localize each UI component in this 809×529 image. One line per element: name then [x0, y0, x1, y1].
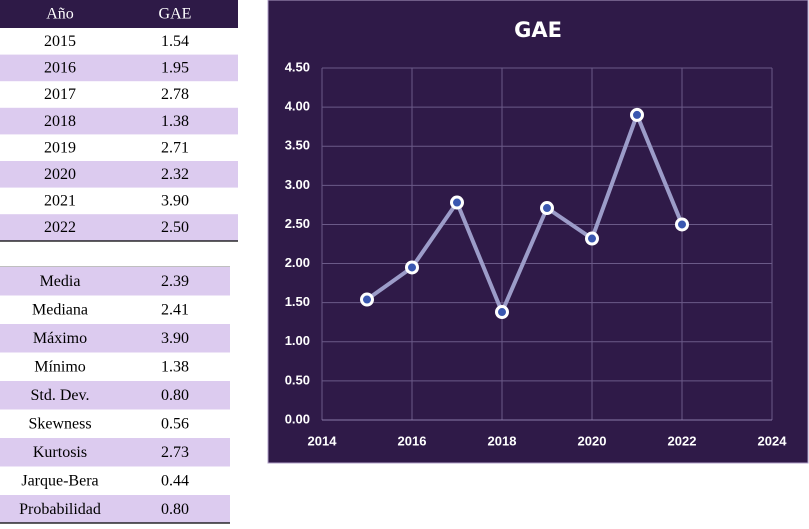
- cell: Mediana: [32, 301, 88, 318]
- point: [585, 231, 599, 246]
- cell: Mínimo: [34, 358, 86, 375]
- cell: Jarque-Bera: [21, 472, 98, 489]
- cell: 1.38: [161, 113, 189, 130]
- row-bg: [0, 267, 230, 296]
- cell: Skewness: [28, 415, 91, 432]
- cell: Kurtosis: [33, 444, 87, 461]
- cell: Máximo: [33, 330, 87, 347]
- cell: 2.71: [161, 139, 189, 156]
- point: [495, 305, 509, 320]
- cell: 2015: [44, 33, 76, 50]
- cell: 0.44: [161, 472, 189, 489]
- y-tick-label: 0.00: [285, 411, 310, 426]
- y-tick-label: 4.50: [285, 59, 310, 74]
- x-tick-label: 2016: [398, 433, 427, 448]
- cell: Std. Dev.: [31, 387, 90, 404]
- series-line: [365, 109, 684, 318]
- x-tick-label: 2022: [668, 433, 697, 448]
- cell: 2019: [44, 139, 76, 156]
- point: [450, 195, 464, 210]
- cell: 2021: [44, 193, 76, 210]
- cell: 2018: [44, 113, 76, 130]
- cell: 1.95: [161, 60, 189, 77]
- y-tick-label: 3.50: [285, 138, 310, 153]
- y-tick-label: 1.50: [285, 294, 310, 309]
- row-bg: [0, 324, 230, 353]
- point: [360, 292, 374, 307]
- cell: 2020: [44, 166, 76, 183]
- point: [405, 260, 419, 275]
- x-tick-label: 2024: [758, 433, 788, 448]
- y-tick-label: 0.50: [285, 372, 310, 387]
- cell: 2.73: [161, 444, 189, 461]
- row-bg: [0, 381, 230, 410]
- cell: Probabilidad: [19, 501, 101, 518]
- cell: 2022: [44, 219, 76, 236]
- cell: 1.38: [161, 358, 189, 375]
- cell: 2.78: [161, 86, 189, 103]
- point: [675, 217, 689, 232]
- cell: 2017: [44, 86, 76, 103]
- chart-title: GAE: [514, 18, 562, 42]
- cell: Media: [40, 273, 81, 290]
- y-tick-label: 1.00: [285, 333, 310, 348]
- y-tick-label: 2.50: [285, 216, 310, 231]
- x-tick-label: 2018: [488, 433, 517, 448]
- row-bg: [0, 438, 230, 467]
- y-tick-label: 3.00: [285, 177, 310, 192]
- cell: 3.90: [161, 330, 189, 347]
- x-tick-label: 2014: [308, 433, 338, 448]
- cell: 2.41: [161, 301, 189, 318]
- cell: 0.80: [161, 501, 189, 518]
- row-bg: [0, 495, 230, 524]
- row-bg: [0, 107, 238, 135]
- header-cell: Año: [46, 6, 74, 23]
- cell: 2.50: [161, 219, 189, 236]
- cell: 1.54: [161, 33, 189, 50]
- table-header: [0, 0, 238, 28]
- cell: 2016: [44, 60, 76, 77]
- y-tick-label: 2.00: [285, 255, 310, 270]
- cell: 0.56: [161, 415, 189, 432]
- cell: 2.32: [161, 166, 189, 183]
- point: [630, 107, 644, 122]
- y-tick-label: 4.00: [285, 99, 310, 114]
- point: [540, 201, 554, 216]
- row-bg: [0, 161, 238, 188]
- header-cell: GAE: [159, 6, 192, 23]
- cell: 2.39: [161, 273, 189, 290]
- row-bg: [0, 54, 238, 82]
- cell: 3.90: [161, 193, 189, 210]
- row-bg: [0, 214, 238, 241]
- cell: 0.80: [161, 387, 189, 404]
- x-tick-label: 2020: [578, 433, 607, 448]
